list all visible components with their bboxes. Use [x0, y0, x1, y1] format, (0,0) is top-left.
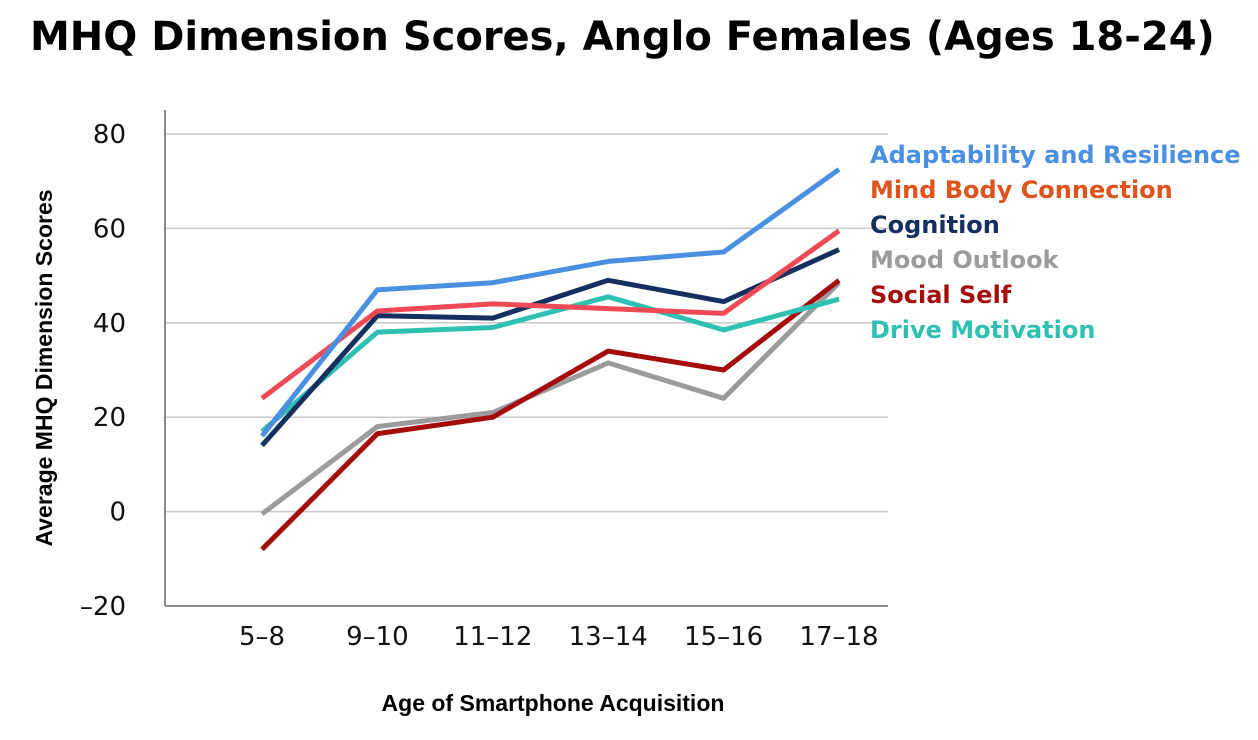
series-line-social-self — [260, 278, 841, 552]
x-tick-label: 13–14 — [569, 622, 648, 652]
series-line-cognition — [260, 247, 841, 448]
axes — [164, 110, 888, 607]
x-tick-label: 9–10 — [346, 622, 409, 652]
series-line-drive-motivation — [260, 294, 840, 434]
gridlines — [165, 133, 888, 513]
legend-item-cognition: Cognition — [870, 211, 1000, 239]
y-axis-title: Average MHQ Dimension Scores — [31, 189, 57, 546]
series-lines — [260, 167, 841, 552]
y-tick-label: –20 — [80, 592, 126, 622]
y-tick-label: 80 — [93, 120, 126, 150]
x-tick-label: 17–18 — [799, 622, 878, 652]
x-tick-label: 11–12 — [453, 622, 532, 652]
y-tick-label: 40 — [93, 309, 126, 339]
chart-title: MHQ Dimension Scores, Anglo Females (Age… — [30, 14, 1215, 60]
y-tick-label: 20 — [93, 403, 126, 433]
series-line-mood-outlook — [260, 280, 841, 516]
y-tick-label: 0 — [109, 498, 126, 528]
legend-item-mood-outlook: Mood Outlook — [870, 246, 1059, 274]
legend-item-adaptability-and-resilience: Adaptability and Resilience — [870, 141, 1241, 169]
legend-item-mind-body-connection: Mind Body Connection — [870, 176, 1173, 204]
legend: Adaptability and Resilience Mind Body Con… — [870, 138, 1241, 348]
x-axis-title: Age of Smartphone Acquisition — [382, 690, 725, 716]
series-line-adaptability-and-resilience — [260, 167, 841, 438]
legend-item-drive-motivation: Drive Motivation — [870, 316, 1096, 344]
x-tick-label: 15–16 — [684, 622, 763, 652]
series-line-mind-body-connection — [260, 228, 841, 401]
y-tick-labels: –20 0 20 40 60 80 — [80, 120, 126, 622]
y-tick-label: 60 — [93, 214, 126, 244]
x-tick-labels: 5–8 9–10 11–12 13–14 15–16 17–18 — [239, 622, 879, 652]
legend-item-social-self: Social Self — [870, 281, 1012, 309]
x-tick-label: 5–8 — [239, 622, 285, 652]
